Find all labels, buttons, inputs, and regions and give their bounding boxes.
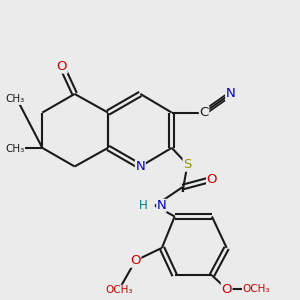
Text: O: O <box>57 60 67 73</box>
Text: OCH₃: OCH₃ <box>105 285 133 295</box>
Text: C: C <box>200 106 209 119</box>
Text: OCH₃: OCH₃ <box>242 284 270 294</box>
Text: N: N <box>157 199 166 212</box>
Text: N: N <box>226 88 236 100</box>
Text: O: O <box>221 283 232 296</box>
Text: O: O <box>207 173 217 186</box>
Text: N: N <box>136 160 145 173</box>
Text: H: H <box>139 199 148 212</box>
Text: CH₃: CH₃ <box>5 94 25 104</box>
Text: CH₃: CH₃ <box>5 144 25 154</box>
Text: S: S <box>183 158 192 171</box>
Text: O: O <box>130 254 141 267</box>
